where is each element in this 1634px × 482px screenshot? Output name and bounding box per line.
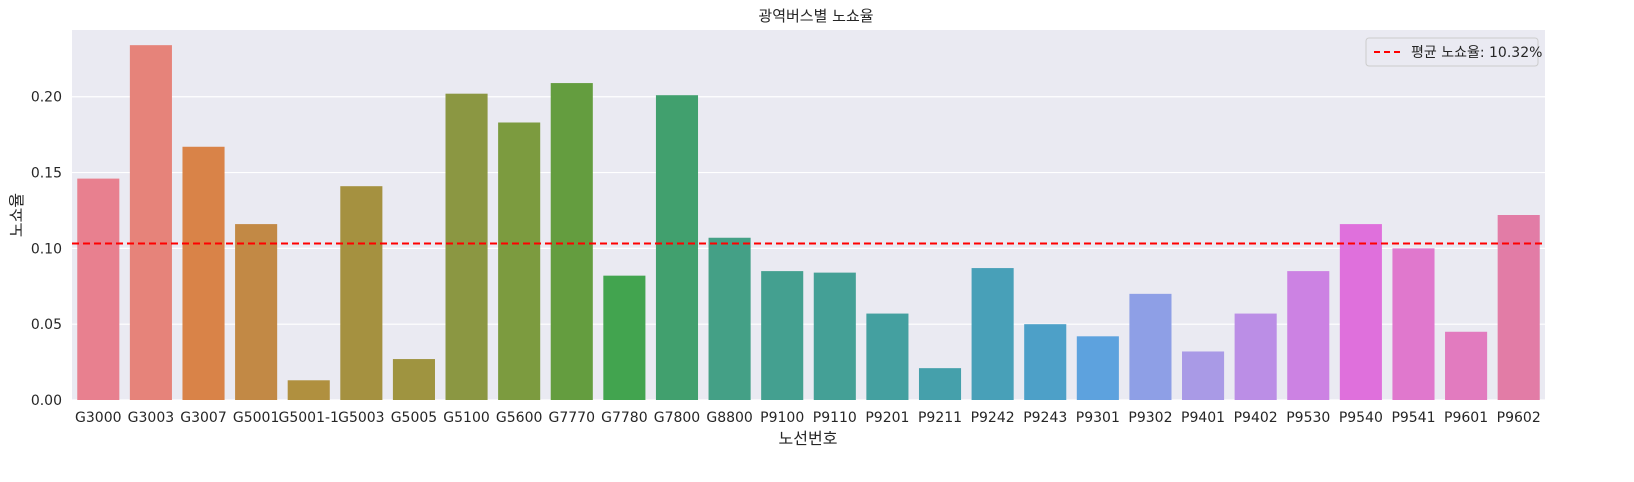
bar-g5100 <box>445 93 488 400</box>
x-tick-label: G3000 <box>75 410 121 426</box>
bar-p9242 <box>971 268 1014 400</box>
bar-g5001-1 <box>287 380 330 400</box>
bar-p9243 <box>1024 324 1067 400</box>
bar-p9211 <box>918 368 962 400</box>
legend: 평균 노쇼율: 10.32% <box>1365 37 1542 67</box>
bar-p9302 <box>1129 293 1172 400</box>
bar-p9401 <box>1182 351 1225 400</box>
x-tick-label: G3007 <box>180 410 226 426</box>
x-tick-label: P9402 <box>1234 410 1278 426</box>
bar-p9110 <box>813 272 856 400</box>
bar-g3003 <box>129 45 172 400</box>
bar-g5600 <box>498 122 541 400</box>
bar-p9402 <box>1234 313 1277 400</box>
bar-g5001 <box>235 224 278 400</box>
x-tick-label: P9601 <box>1444 410 1488 426</box>
x-tick-label: G7780 <box>601 410 647 426</box>
x-tick-label: P9602 <box>1497 410 1541 426</box>
y-tick-label: 0.20 <box>31 90 62 106</box>
y-axis-ticks: 0.00 0.05 0.10 0.15 0.20 <box>31 90 62 409</box>
bar-p9301 <box>1076 336 1119 400</box>
x-tick-label: G5100 <box>443 410 489 426</box>
x-tick-label: P9541 <box>1391 410 1435 426</box>
x-tick-label: P9401 <box>1181 410 1225 426</box>
y-tick-label: 0.15 <box>31 166 62 182</box>
x-tick-label: P9201 <box>865 410 909 426</box>
y-tick-label: 0.10 <box>31 241 62 257</box>
bar-g7770 <box>550 83 593 401</box>
x-tick-label: G7800 <box>654 410 700 426</box>
bar-g8800 <box>708 237 751 400</box>
x-tick-label: P9100 <box>760 410 804 426</box>
x-tick-label: P9302 <box>1128 410 1172 426</box>
bar-g5003 <box>340 186 383 400</box>
x-tick-label: G5600 <box>496 410 542 426</box>
x-tick-label: P9530 <box>1286 410 1330 426</box>
x-tick-label: G7770 <box>549 410 595 426</box>
x-tick-label: P9242 <box>971 410 1015 426</box>
x-tick-label: G5001 <box>233 410 279 426</box>
x-tick-label: G8800 <box>706 410 752 426</box>
x-tick-label: P9540 <box>1339 410 1383 426</box>
bar-p9541 <box>1392 248 1435 400</box>
bar-p9100 <box>761 271 804 400</box>
legend-box <box>1365 37 1539 67</box>
bar-p9602 <box>1497 215 1540 400</box>
bar-p9601 <box>1445 331 1488 400</box>
bar-g7800 <box>655 95 699 400</box>
bar-g7780 <box>603 275 646 400</box>
x-tick-label: G5005 <box>391 410 437 426</box>
chart-title: 광역버스별 노쇼율 <box>758 7 873 25</box>
legend-entry-mean: 평균 노쇼율: 10.32% <box>1411 45 1542 61</box>
x-tick-label: P9301 <box>1076 410 1120 426</box>
x-tick-label: P9243 <box>1023 410 1067 426</box>
x-tick-label: P9211 <box>918 410 962 426</box>
bars <box>77 45 1540 401</box>
bar-g3000 <box>77 178 120 400</box>
y-tick-label: 0.05 <box>31 317 62 333</box>
x-axis-label: 노선번호 <box>779 429 838 448</box>
x-axis-ticks: G3000 G3003 G3007 G5001 G5001-1 G5003 G5005 G51… <box>75 410 1541 426</box>
bar-g3007 <box>182 146 225 400</box>
bar-p9201 <box>866 313 909 400</box>
x-tick-label: G3003 <box>128 410 174 426</box>
x-tick-label: P9110 <box>813 410 857 426</box>
x-tick-label: G5003 <box>338 410 384 426</box>
bar-p9540 <box>1339 224 1382 400</box>
bar-p9530 <box>1287 271 1330 400</box>
y-axis-label: 노쇼율 <box>7 193 26 237</box>
y-tick-label: 0.00 <box>31 393 62 409</box>
x-tick-label: G5001-1 <box>279 410 339 426</box>
bar-g5005 <box>392 359 435 400</box>
